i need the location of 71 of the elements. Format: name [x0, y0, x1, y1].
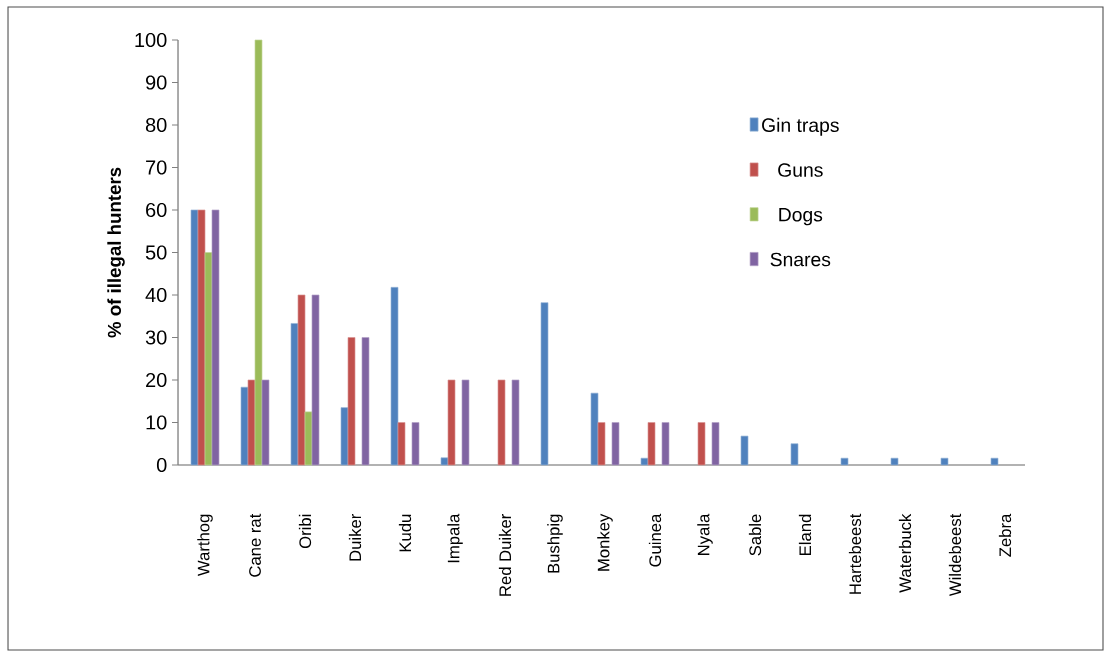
bar [840, 457, 849, 466]
x-tick-label: Cane rat [249, 513, 261, 577]
x-tick-label: Nyala [697, 513, 713, 555]
bar [990, 457, 999, 466]
bar [590, 392, 599, 466]
x-tick-label: Zebra [998, 513, 1012, 557]
bar [511, 379, 520, 466]
bar [254, 39, 263, 466]
bar [411, 422, 420, 466]
bar [340, 407, 349, 466]
x-tick-label: Eland [798, 514, 812, 555]
bar [661, 422, 670, 466]
bar [890, 457, 899, 466]
y-tick-label: 20 [146, 372, 167, 388]
bar [304, 411, 313, 466]
x-tick-label: Bushpig [547, 514, 563, 573]
y-axis-title: % of illegal hunters [107, 167, 125, 338]
x-tick-label: Oribi [298, 514, 312, 549]
bar [297, 294, 306, 466]
legend-label: Gin traps [762, 117, 839, 136]
bar [390, 287, 399, 466]
y-tick-label: 60 [146, 202, 167, 218]
y-tick-label: 50 [145, 245, 167, 260]
bar [497, 379, 506, 466]
bar [740, 435, 749, 466]
x-tick-label: Sable [748, 514, 762, 556]
bar [190, 209, 199, 466]
bar [640, 457, 649, 466]
legend-label: Dogs [779, 208, 823, 226]
y-tick-label: 30 [145, 330, 167, 345]
y-tick-label: 10 [146, 415, 167, 430]
x-tick-label: Monkey [597, 513, 613, 571]
x-tick-label: Duiker [348, 513, 362, 561]
bar [204, 252, 213, 466]
x-tick-label: Guinea [648, 513, 662, 567]
x-tick-label: Wildebeest [948, 513, 962, 597]
legend-label: Snares [770, 252, 831, 267]
bar [647, 422, 656, 466]
bar [290, 323, 299, 466]
y-tick-label: 80 [145, 117, 167, 133]
x-tick-label: Waterbuck [898, 513, 912, 593]
bar [461, 379, 470, 466]
y-tick-label: 90 [145, 75, 167, 90]
x-tick-label: Impala [447, 513, 463, 563]
x-tick-label: Red Duiker [498, 514, 512, 596]
bar [447, 379, 456, 466]
y-tick-label: 0 [156, 457, 167, 473]
x-tick-label: Hartebeest [848, 513, 862, 594]
bar [311, 294, 320, 466]
y-tick-label: 40 [145, 287, 167, 303]
bar [347, 337, 356, 466]
bar [261, 379, 270, 466]
bar [540, 302, 549, 466]
bar [597, 422, 606, 466]
bar [611, 422, 620, 466]
y-tick-label: 70 [146, 160, 167, 175]
legend-label: Guns [778, 163, 823, 177]
bar [711, 422, 720, 466]
bar [697, 422, 706, 466]
bar [397, 422, 406, 466]
bar [211, 209, 220, 466]
bar [940, 457, 949, 466]
bar [197, 209, 206, 466]
bar [790, 443, 799, 466]
x-tick-label: Warthog [197, 514, 213, 576]
bar [361, 337, 370, 466]
bar [240, 386, 249, 466]
bar [247, 379, 256, 466]
bar [440, 457, 449, 466]
y-tick-label: 100 [135, 32, 167, 48]
x-tick-label: Kudu [398, 514, 412, 552]
